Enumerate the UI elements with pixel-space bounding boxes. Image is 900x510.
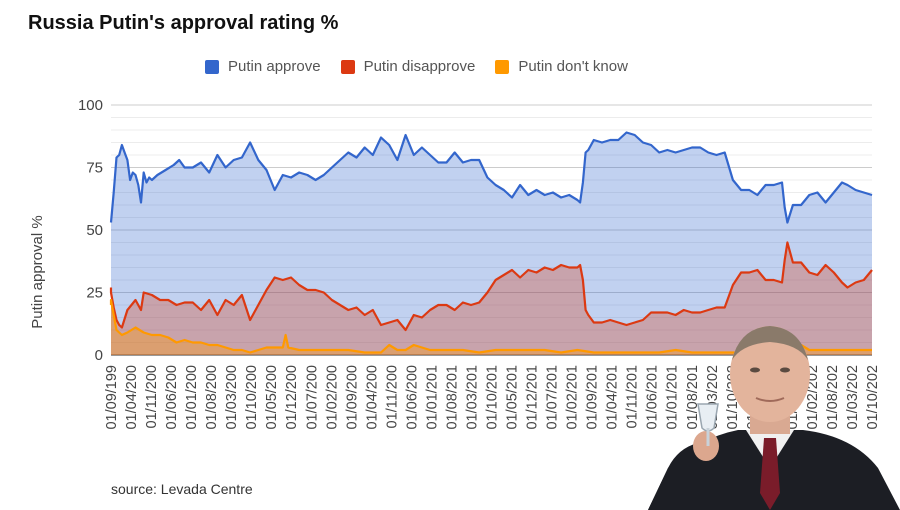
x-tick-label: 01/08/200 xyxy=(204,365,220,430)
x-tick-label: 01/11/200 xyxy=(384,365,400,428)
x-tick-label: 01/09/201 xyxy=(585,365,601,430)
x-tick-label: 01/04/200 xyxy=(124,365,140,430)
x-tick-label: 01/10/202 xyxy=(865,365,881,430)
legend: Putin approve Putin disapprove Putin don… xyxy=(205,58,628,75)
x-tick-label: 01/08/201 xyxy=(685,365,701,430)
x-tick-label: 01/05/200 xyxy=(264,365,280,430)
legend-swatch-approve xyxy=(205,59,219,74)
area-disapprove xyxy=(111,242,872,355)
arm-shape xyxy=(648,443,716,510)
x-tick-label: 01/08/202 xyxy=(825,365,841,430)
legend-swatch-dontknow xyxy=(495,59,510,74)
x-tick-label: 01/07/200 xyxy=(304,365,320,430)
x-tick-label: 01/01/201 xyxy=(424,365,440,430)
x-tick-label: 01/04/200 xyxy=(364,365,380,430)
x-tick-label: 01/09/200 xyxy=(344,365,360,430)
x-tick-label: 01/12/200 xyxy=(284,365,300,430)
x-tick-label: 01/03/200 xyxy=(224,365,240,430)
head-shape xyxy=(730,326,810,422)
x-tick-label: 01/06/200 xyxy=(404,365,420,430)
x-tick-label: 01/02/201 xyxy=(565,365,581,430)
x-tick-label: 01/01/200 xyxy=(184,365,200,430)
x-tick-label: 01/08/201 xyxy=(444,365,460,430)
hair-shape xyxy=(732,326,808,360)
x-tick-label: 01/06/201 xyxy=(645,365,661,430)
x-tick-label: 01/10/201 xyxy=(485,365,501,430)
x-tick-label: 01/09/199 xyxy=(104,365,120,430)
line-dontknow[interactable] xyxy=(109,298,872,354)
x-tick-label: 01/04/201 xyxy=(605,365,621,430)
x-tick-label: 01/07/201 xyxy=(545,365,561,430)
y-axis-label: Putin approval % xyxy=(29,215,46,328)
legend-label-dontknow: Putin don't know xyxy=(518,58,628,75)
y-tick-label: 25 xyxy=(86,285,103,302)
x-tick-label: 01/05/201 xyxy=(505,365,521,430)
legend-item-dontknow[interactable]: Putin don't know xyxy=(495,58,628,75)
x-tick-label: 01/11/200 xyxy=(144,365,160,428)
x-tick-label: 01/11/201 xyxy=(625,365,641,428)
y-tick-label: 50 xyxy=(86,222,103,239)
x-tick-label: 01/03/202 xyxy=(845,365,861,430)
x-tick-label: 01/02/200 xyxy=(324,365,340,430)
y-tick-label: 75 xyxy=(86,160,103,177)
legend-swatch-disapprove xyxy=(340,59,355,74)
legend-label-approve: Putin approve xyxy=(228,58,321,75)
y-tick-label: 0 xyxy=(95,347,103,364)
line-disapprove[interactable] xyxy=(109,241,873,332)
legend-label-disapprove: Putin disapprove xyxy=(363,58,476,75)
legend-item-disapprove[interactable]: Putin disapprove xyxy=(340,58,476,75)
y-axis-ticks: 0 25 50 75 100 xyxy=(78,97,103,364)
area-approve xyxy=(111,132,872,355)
y-tick-label: 100 xyxy=(78,97,103,114)
tie-shape xyxy=(760,438,780,510)
glass-shape xyxy=(697,403,719,432)
source-note: source: Levada Centre xyxy=(111,481,253,497)
chart-title: Russia Putin's approval rating % xyxy=(28,12,339,34)
x-tick-label: 01/06/200 xyxy=(164,365,180,430)
line-approve[interactable] xyxy=(109,131,873,224)
x-tick-label: 01/03/201 xyxy=(465,365,481,430)
x-tick-label: 01/12/201 xyxy=(525,365,541,430)
person-raising-glass-photo xyxy=(648,326,900,510)
x-tick-label: 01/10/200 xyxy=(244,365,260,430)
x-tick-label: 01/01/201 xyxy=(665,365,681,430)
legend-item-approve[interactable]: Putin approve xyxy=(205,58,321,75)
hand-shape xyxy=(693,431,719,461)
